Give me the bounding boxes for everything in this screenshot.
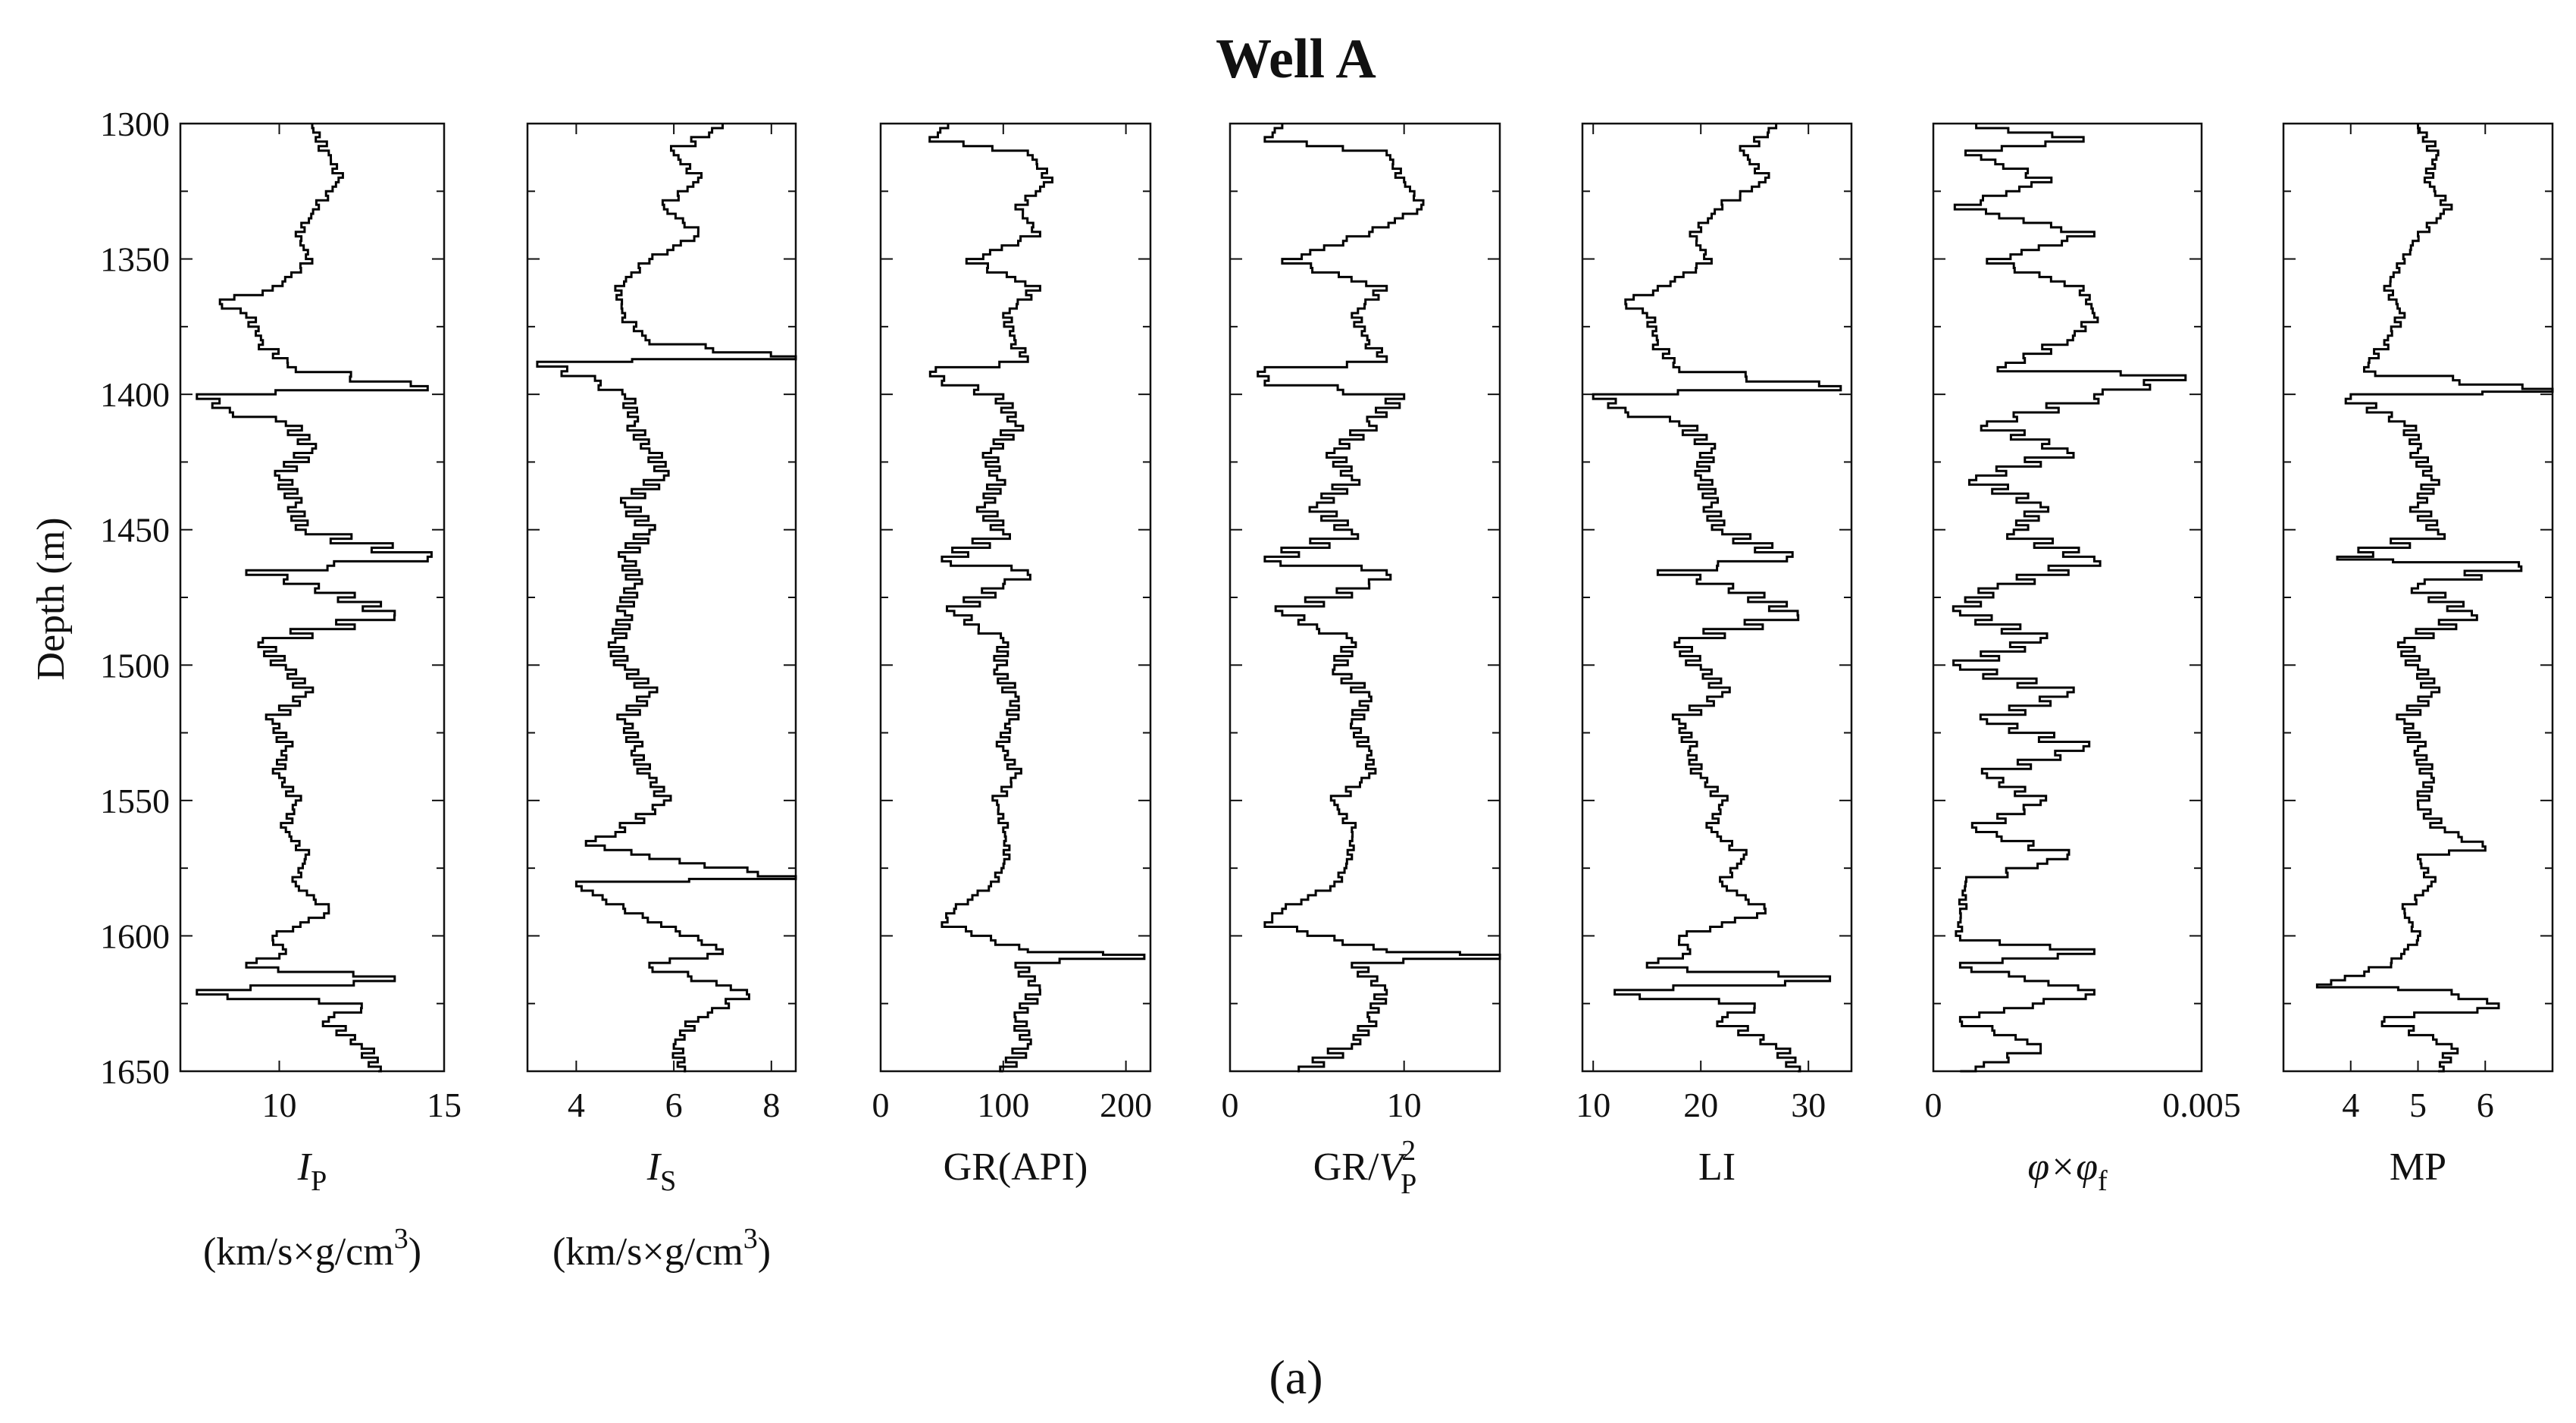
track-frame [526, 122, 797, 1073]
series-line-mp [2315, 124, 2554, 1073]
x-tick-label: 10 [1387, 1086, 1422, 1124]
track-li: 10 20 30 LI [1576, 122, 1853, 1189]
series-line-is [536, 124, 797, 1073]
x-axis-units: (km/s×g/cm3) [203, 1223, 421, 1274]
y-tick-label: 1400 [100, 375, 170, 414]
label-subscript: S [660, 1165, 676, 1197]
x-tick-label: 20 [1683, 1086, 1718, 1124]
y-axis-label: Depth (m) [30, 517, 73, 680]
x-tick-label: 4 [2342, 1086, 2359, 1124]
x-tick-label: 30 [1791, 1086, 1826, 1124]
label-v: V [1379, 1146, 1407, 1189]
units-close: ) [408, 1230, 421, 1274]
x-tick-label: 5 [2409, 1086, 2427, 1124]
track-phi: 0 0.005 φ×φf [1925, 122, 2241, 1197]
x-tick-label: 8 [762, 1086, 780, 1124]
x-axis-label: GR/V2 P [1313, 1135, 1417, 1200]
label-symbol: φ×φ [2027, 1146, 2098, 1189]
x-axis-label: IP [297, 1146, 327, 1197]
x-tick-label: 10 [1576, 1086, 1610, 1124]
label-symbol: MP [2390, 1146, 2446, 1189]
track-frame [1581, 122, 1853, 1073]
x-axis-units: (km/s×g/cm3) [552, 1223, 771, 1274]
label-symbol: LI [1698, 1146, 1736, 1189]
x-tick-label: 6 [2477, 1086, 2494, 1124]
label-symbol: GR/ [1313, 1146, 1379, 1189]
units-superscript: 3 [743, 1223, 758, 1255]
label-subscript: f [2098, 1165, 2108, 1197]
y-tick-label: 1600 [100, 917, 170, 955]
x-tick-label: 0 [872, 1086, 890, 1124]
track-frame [879, 122, 1152, 1073]
units-text: (km/s×g/cm [203, 1230, 394, 1274]
y-tick-label: 1350 [100, 240, 170, 279]
label-symbol: GR(API) [944, 1146, 1088, 1189]
x-tick-label: 0 [1925, 1086, 1942, 1124]
series-line-ip [196, 124, 433, 1073]
x-axis-label: GR(API) [944, 1146, 1088, 1189]
x-tick-label: 100 [977, 1086, 1029, 1124]
label-subscript: P [1401, 1168, 1416, 1200]
x-tick-label: 0 [1222, 1086, 1239, 1124]
track-mp: 4 5 6 MP [2282, 122, 2554, 1189]
panel-label: (a) [1269, 1350, 1322, 1404]
series-line-gr [928, 124, 1146, 1073]
x-axis-label: MP [2390, 1146, 2446, 1189]
x-axis-label: IS [646, 1146, 676, 1197]
y-tick-label: 1450 [100, 511, 170, 550]
x-tick-label: 0.005 [2162, 1086, 2241, 1124]
label-superscript: 2 [1401, 1135, 1416, 1167]
x-tick-label: 4 [568, 1086, 585, 1124]
track-gr: 0 100 200 GR(API) [872, 122, 1152, 1189]
y-tick-label: 1500 [100, 646, 170, 685]
label-symbol: I [297, 1146, 313, 1189]
label-symbol: I [646, 1146, 662, 1189]
track-ip: 10 15 IP (km/s×g/cm3) [179, 122, 462, 1274]
x-tick-label: 15 [427, 1086, 462, 1124]
track-is: 4 6 8 IS (km/s×g/cm3) [526, 122, 797, 1274]
y-tick-label: 1300 [100, 105, 170, 143]
x-tick-label: 10 [262, 1086, 297, 1124]
series-line-phi [1952, 124, 2187, 1073]
series-line-grvp [1257, 124, 1501, 1073]
y-tick-label: 1550 [100, 782, 170, 820]
units-superscript: 3 [394, 1223, 408, 1255]
label-subscript: P [311, 1165, 327, 1197]
y-tick-label: 1650 [100, 1052, 170, 1091]
units-text: (km/s×g/cm [552, 1230, 743, 1274]
x-axis-label: LI [1698, 1146, 1736, 1189]
track-frame [1229, 122, 1501, 1073]
x-tick-label: 200 [1100, 1086, 1152, 1124]
series-line-li [1592, 124, 1842, 1073]
chart-title: Well A [1216, 28, 1376, 90]
track-frame [2282, 122, 2554, 1073]
units-close: ) [758, 1230, 771, 1274]
x-tick-label: 6 [665, 1086, 683, 1124]
track-frame [179, 122, 446, 1073]
x-axis-label: φ×φf [2027, 1146, 2108, 1197]
